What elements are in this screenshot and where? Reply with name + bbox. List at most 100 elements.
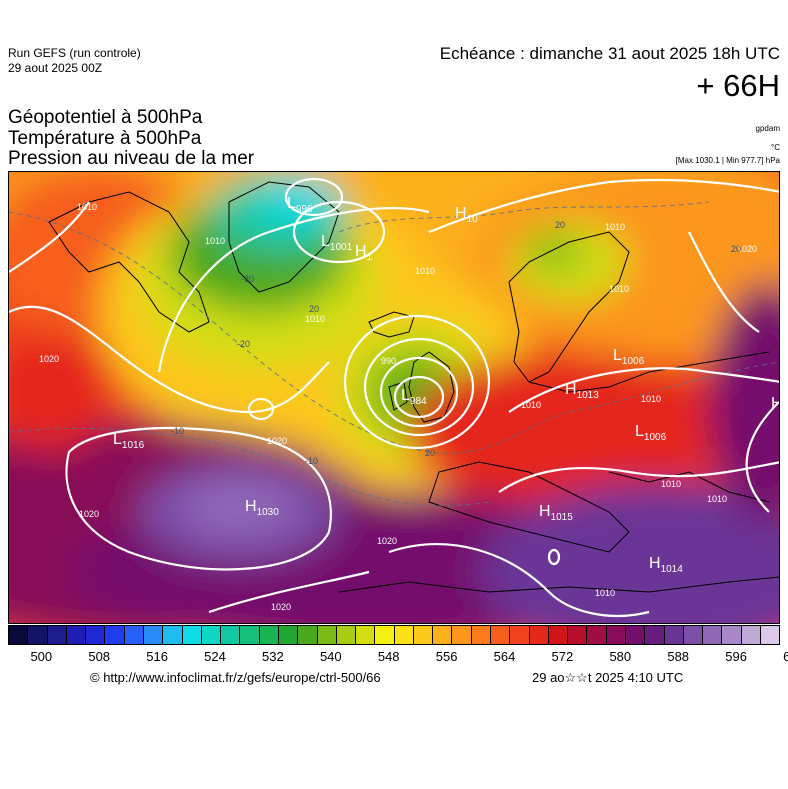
isobar-label: 1010 — [415, 266, 435, 276]
geopotential-colorbar — [8, 625, 780, 645]
isobar-label: 1020 — [271, 602, 291, 612]
colorbar-cell — [240, 626, 260, 644]
colorbar-cell — [356, 626, 376, 644]
colorbar-cell — [664, 626, 684, 644]
colorbar-cell — [143, 626, 164, 644]
colorbar-cell — [394, 626, 414, 644]
colorbar-ticks: 500 508 516 524 532 540 548 556 564 572 580 588 596 6… — [8, 649, 788, 667]
colorbar-tick-label: 500 — [30, 649, 53, 664]
colorbar-cell — [221, 626, 241, 644]
colorbar-cell — [105, 626, 125, 644]
black-sea-coast — [608, 471, 770, 503]
isobar-label: 1010 — [205, 236, 225, 246]
isobar-label: 1010 — [661, 479, 681, 489]
colorbar-cell — [163, 626, 183, 644]
colorbar-tick-label: 580 — [609, 649, 632, 664]
colorbar-cell — [645, 626, 665, 644]
isobar-label: 1010 — [77, 202, 97, 212]
colorbar-tick-label: 596 — [725, 649, 747, 664]
pressure-center: L1001 — [321, 233, 353, 253]
temperature-label: 20 — [555, 220, 565, 230]
colorbar-cell — [491, 626, 511, 644]
pressure-centers: L996 L1001 H10 H1 L984 L1016 H1030 L1006… — [113, 195, 780, 575]
pressure-center: H10 — [455, 205, 478, 225]
isobar-labels: 1010 1010 1010 1010 1020 1020 1020 1020 … — [39, 202, 757, 612]
colorbar-cell — [703, 626, 723, 644]
ireland-coast — [388, 381, 408, 411]
pressure-center: H1 — [355, 243, 373, 263]
pressure-center: L1006 — [635, 423, 667, 443]
colorbar-cell — [568, 626, 588, 644]
colorbar-cell — [683, 626, 704, 644]
pressure-center: H1014 — [649, 555, 683, 575]
colorbar-cell — [722, 626, 742, 644]
colorbar-tick-label: 524 — [204, 649, 226, 664]
colorbar-cell — [298, 626, 318, 644]
temperature-label: -10 — [171, 426, 184, 436]
colorbar-cell — [278, 626, 299, 644]
isobar-label: 1010 — [641, 394, 661, 404]
temperature-label: -20 — [241, 274, 254, 284]
colorbar-tick-label: 572 — [551, 649, 574, 664]
run-date: 29 aout 2025 00Z — [8, 61, 103, 75]
colorbar-tick-label: 588 — [667, 649, 690, 664]
svalbard-coast — [228, 181, 340, 293]
map-canvas: 1010 1010 1010 1010 1020 1020 1020 1020 … — [9, 172, 780, 623]
colorbar-tick-label: 508 — [88, 649, 111, 664]
colorbar-cell — [317, 626, 337, 644]
colorbar-tick-label: 540 — [319, 649, 342, 664]
colorbar-cell — [626, 626, 646, 644]
variable-temperature: Température à 500hPa — [8, 128, 202, 149]
isobar-label: 1020 — [39, 354, 59, 364]
isobar-label: 1010 — [595, 588, 615, 598]
greenland-coast — [48, 191, 210, 333]
variable-geopotential: Géopotentiel à 500hPa — [8, 107, 203, 128]
pressure-center-partial: H — [771, 395, 780, 412]
colorbar-cell — [336, 626, 357, 644]
forecast-map: 1010 1010 1010 1010 1020 1020 1020 1020 … — [8, 171, 780, 624]
scandinavia-coast — [508, 231, 630, 383]
colorbar-cell — [548, 626, 569, 644]
isobar-label: 1010 — [521, 400, 541, 410]
unit-temperature: °C — [771, 143, 780, 152]
forecast-valid-time: Echéance : dimanche 31 aout 2025 18h UTC — [439, 44, 780, 63]
isobar-label: 1010 — [609, 284, 629, 294]
colorbar-cell — [9, 626, 29, 644]
colorbar-tick-label: 604 — [783, 649, 788, 664]
run-name: Run GEFS (run controle) — [8, 46, 141, 60]
colorbar-cell — [66, 626, 87, 644]
colorbar-cell — [201, 626, 222, 644]
pressure-center: L1016 — [113, 431, 145, 451]
colorbar-cell — [259, 626, 279, 644]
colorbar-tick-label: 556 — [435, 649, 458, 664]
colorbar-cell — [587, 626, 607, 644]
isobar-label: 1010 — [305, 314, 325, 324]
colorbar-cell — [606, 626, 626, 644]
isobar-label: 1020 — [377, 536, 397, 546]
pressure-center: L1006 — [613, 347, 645, 367]
colorbar-cell — [452, 626, 472, 644]
colorbar-cell — [86, 626, 106, 644]
isobar-label: 1010 — [707, 494, 727, 504]
north-africa-coast — [338, 576, 779, 593]
colorbar-cell — [741, 626, 761, 644]
colorbar-tick-label: 532 — [262, 649, 284, 664]
isobars — [9, 177, 779, 618]
colorbar-cell — [529, 626, 549, 644]
pressure-center: H1013 — [565, 381, 599, 401]
temperature-label: -20 — [237, 339, 250, 349]
colorbar-cell — [510, 626, 530, 644]
isobar-label: 1020 — [267, 436, 287, 446]
isobar-label: 990 — [381, 356, 396, 366]
isobar-label: 1020 — [79, 509, 99, 519]
pressure-center: H1030 — [245, 498, 279, 518]
variable-mslp: Pression au niveau de la mer — [8, 148, 255, 169]
coastlines — [48, 181, 779, 593]
colorbar-cell — [760, 626, 780, 644]
copyright-url: © http://www.infoclimat.fr/z/gefs/europe… — [90, 670, 381, 685]
colorbar-cell — [413, 626, 434, 644]
iceland-coast — [368, 311, 415, 338]
pressure-center: H1015 — [539, 503, 573, 523]
colorbar-cell — [433, 626, 453, 644]
unit-geopotential: gpdam — [755, 124, 780, 133]
